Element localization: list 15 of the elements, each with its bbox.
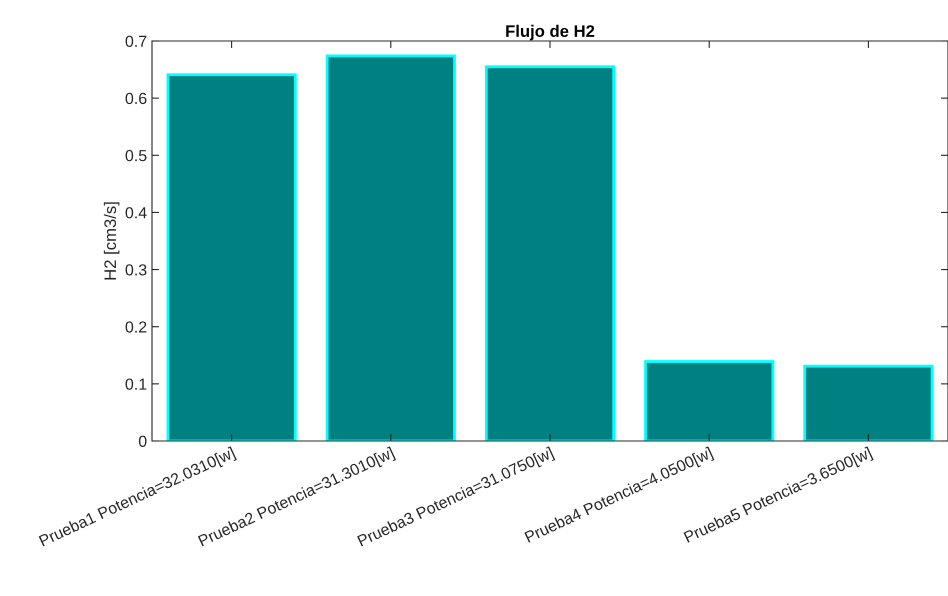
- y-tick-label: 0.2: [126, 321, 146, 333]
- chart-title: Flujo de H2: [506, 24, 594, 40]
- y-tick-label: 0.4: [126, 207, 147, 218]
- y-tick-label: 0.1: [126, 378, 146, 390]
- y-tick-label: 0.3: [126, 264, 146, 276]
- bar: [166, 73, 297, 441]
- y-tick-label: 0: [138, 436, 147, 447]
- bar: [803, 364, 934, 441]
- y-tick-label: 0.5: [126, 150, 146, 162]
- y-tick-label: 0.6: [126, 92, 146, 104]
- bar: [326, 54, 456, 441]
- bar: [644, 360, 774, 441]
- y-axis-title: H2 [cm3/s]: [104, 202, 120, 280]
- bar: [484, 65, 616, 441]
- y-tick-label: 0.7: [126, 36, 146, 47]
